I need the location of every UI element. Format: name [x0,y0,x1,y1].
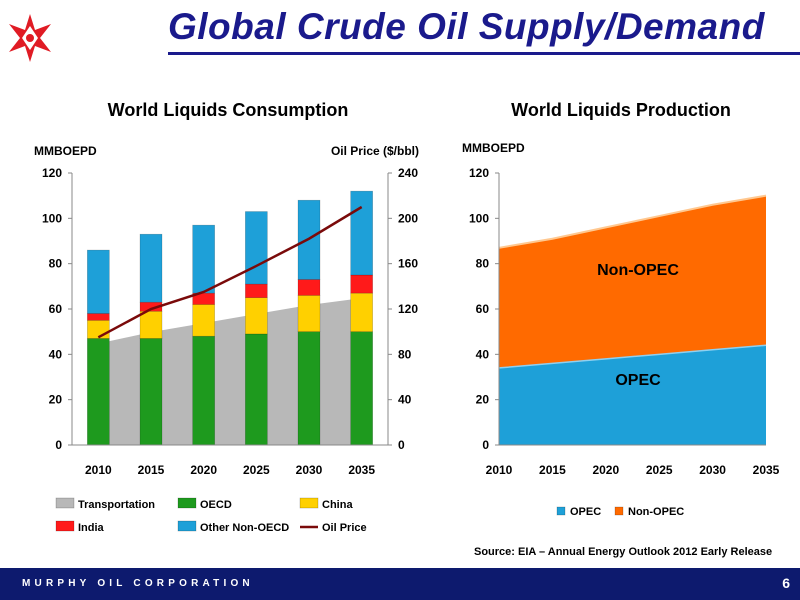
annotation-opec: OPEC [615,372,661,389]
bar-india-2025 [245,283,268,298]
production-xtick-label: 2035 [753,463,780,477]
legend-other-non-oecd-swatch [177,520,197,532]
murphy-logo-icon [9,14,51,62]
bar-oecd-2020 [192,335,215,446]
legend-oecd-swatch [177,497,197,509]
production-ylabel: MMBOEPD [462,141,525,155]
consumption-xtick-label: 2015 [138,463,165,477]
bar-india-2035 [350,274,373,294]
bar-india-2030 [297,279,321,296]
consumption-ytick-label: 0 [55,438,62,452]
production-ytick-label: 20 [476,393,490,407]
bar-china-2015 [139,310,163,339]
bar-china-2020 [192,304,215,337]
annotation-non-opec: Non-OPEC [597,262,679,279]
consumption-xtick-label: 2035 [348,463,375,477]
source-note: Source: EIA – Annual Energy Outlook 2012… [474,546,773,558]
bar-china-2010 [87,320,110,339]
legend-china-label: China [322,499,353,511]
consumption-ytick-label: 20 [49,393,63,407]
legend-opec-label: OPEC [570,506,601,518]
consumption-title: World Liquids Consumption [108,100,349,120]
production-ytick-label: 80 [476,257,490,271]
opec-top-edge [498,344,767,369]
production-chart: World Liquids Production MMBOEPD 0 20 40 60… [462,100,780,518]
transportation-area [97,297,363,446]
title-rule [168,52,800,55]
consumption-y2tick-label: 80 [398,347,412,361]
page-number: 6 [782,575,790,591]
non-opec-top-edge [498,194,767,249]
footer-company: MURPHY OIL CORPORATION [22,578,254,589]
production-xtick-label: 2025 [646,463,673,477]
bar-india-2010 [87,313,110,321]
bar-oecd-2030 [297,331,321,446]
consumption-y2tick-label: 240 [398,166,418,180]
consumption-y2tick-label: 0 [398,438,405,452]
oil-price-line [97,205,363,339]
non-opec-area [499,195,766,368]
legend-oil-price-label: Oil Price [322,522,367,534]
consumption-ylabel: MMBOEPD [34,144,97,158]
production-ytick-label: 0 [482,438,489,452]
consumption-ytick-label: 80 [49,257,63,271]
consumption-y2label: Oil Price ($/bbl) [331,144,419,158]
bar-other-non-oecd-2015 [139,233,163,303]
legend-non-opec-swatch [614,506,624,516]
production-xtick-label: 2020 [592,463,619,477]
bar-oecd-2015 [139,338,163,446]
legend-transportation-label: Transportation [78,499,155,511]
charts-canvas: World Liquids Consumption MMBOEPD Oil Pr… [34,100,780,534]
consumption-y2tick-label: 40 [398,393,412,407]
consumption-ytick-label: 120 [42,166,62,180]
legend-india-label: India [78,522,105,534]
production-ytick-label: 40 [476,347,490,361]
consumption-xtick-label: 2010 [85,463,112,477]
consumption-ytick-label: 40 [49,347,63,361]
page-title: Global Crude Oil Supply/Demand [168,6,765,47]
bar-other-non-oecd-2025 [245,211,268,285]
consumption-ytick-label: 100 [42,211,62,225]
consumption-y2tick-label: 160 [398,257,418,271]
production-ytick-label: 60 [476,302,490,316]
bar-china-2030 [297,295,321,332]
legend-non-opec-label: Non-OPEC [628,506,684,518]
production-xtick-label: 2015 [539,463,566,477]
bar-other-non-oecd-2035 [350,190,373,276]
production-xtick-label: 2010 [486,463,513,477]
bar-china-2025 [245,297,268,335]
legend-other-non-oecd-label: Other Non-OECD [200,522,289,534]
consumption-ytick-label: 60 [49,302,63,316]
legend-india-swatch [55,520,75,532]
consumption-xtick-label: 2020 [190,463,217,477]
bar-oecd-2025 [245,333,268,446]
bar-other-non-oecd-2020 [192,224,215,294]
legend-transportation-swatch [55,497,75,509]
bar-other-non-oecd-2010 [87,249,110,314]
production-xtick-label: 2030 [699,463,726,477]
production-ytick-label: 120 [469,166,489,180]
legend-oecd-label: OECD [200,499,232,511]
bar-oecd-2010 [87,338,110,446]
bar-china-2035 [350,292,373,332]
consumption-y2tick-label: 120 [398,302,418,316]
consumption-xtick-label: 2030 [296,463,323,477]
footer-bar: MURPHY OIL CORPORATION 6 [0,568,800,600]
opec-area [499,345,766,445]
production-title: World Liquids Production [511,100,731,120]
legend-china-swatch [299,497,319,509]
consumption-xtick-label: 2025 [243,463,270,477]
consumption-chart: World Liquids Consumption MMBOEPD Oil Pr… [34,100,419,534]
legend-opec-swatch [556,506,566,516]
bar-oecd-2035 [350,331,373,446]
production-ytick-label: 100 [469,211,489,225]
consumption-y2tick-label: 200 [398,211,418,225]
